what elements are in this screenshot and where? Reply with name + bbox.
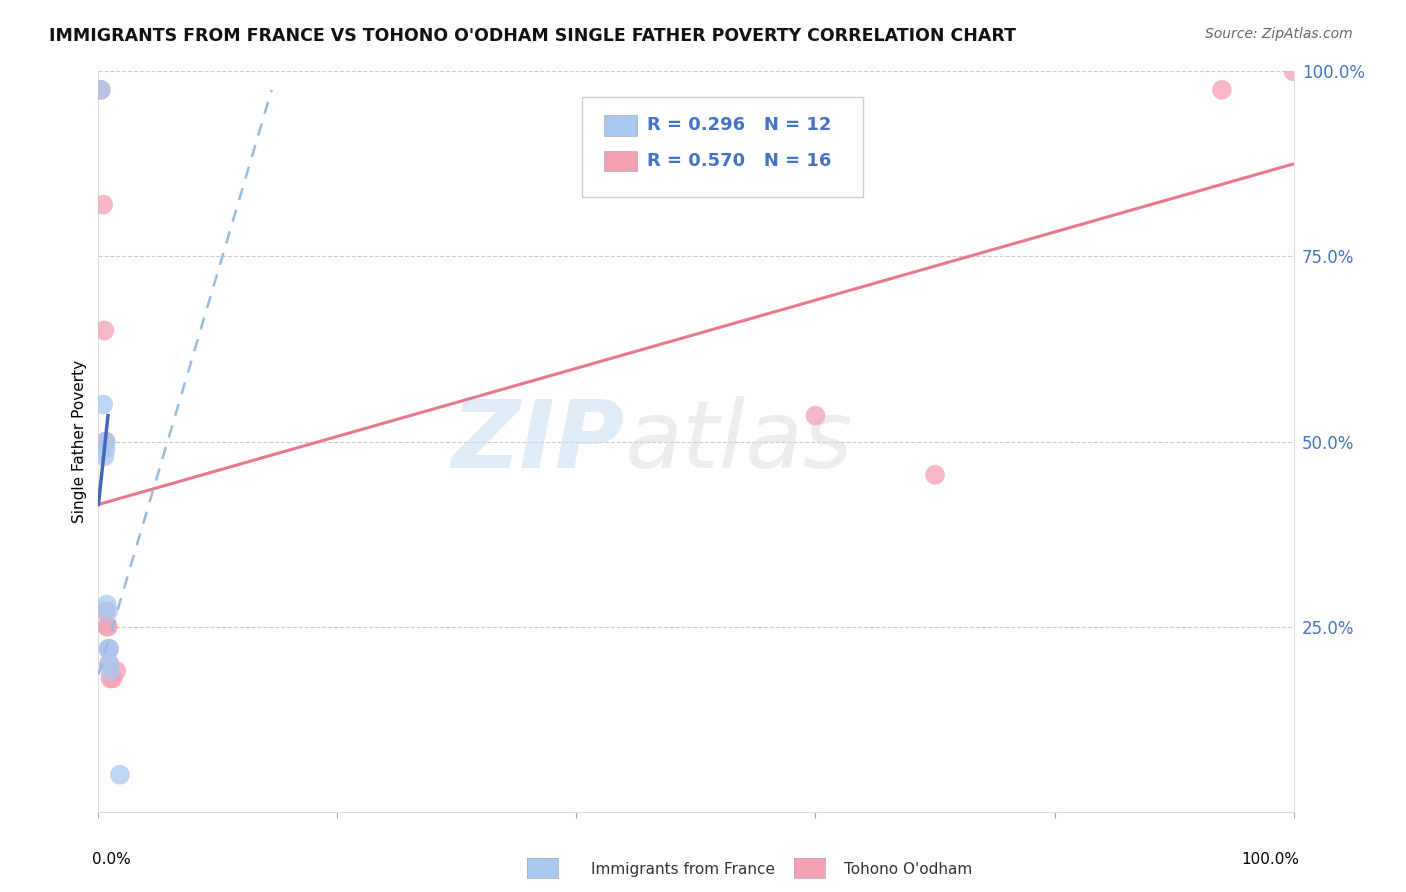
Text: R = 0.570   N = 16: R = 0.570 N = 16	[647, 152, 831, 170]
Text: Source: ZipAtlas.com: Source: ZipAtlas.com	[1205, 27, 1353, 41]
Point	[98, 672, 122, 686]
Text: 100.0%: 100.0%	[1241, 853, 1299, 867]
Point	[924, 467, 946, 482]
Text: Tohono O'odham: Tohono O'odham	[844, 863, 972, 877]
Point	[96, 619, 118, 633]
FancyBboxPatch shape	[582, 97, 863, 197]
Text: Immigrants from France: Immigrants from France	[591, 863, 775, 877]
Point	[96, 598, 118, 612]
Point	[804, 409, 827, 423]
Point	[108, 767, 131, 781]
Text: ZIP: ZIP	[451, 395, 624, 488]
Point	[94, 442, 117, 456]
Point	[90, 83, 112, 97]
Y-axis label: Single Father Poverty: Single Father Poverty	[72, 360, 87, 523]
Point	[93, 450, 115, 464]
Point	[98, 657, 121, 671]
Point	[98, 641, 121, 656]
Point	[94, 605, 117, 619]
Point	[90, 83, 112, 97]
Point	[97, 619, 120, 633]
Text: R = 0.296   N = 12: R = 0.296 N = 12	[647, 117, 831, 135]
Text: IMMIGRANTS FROM FRANCE VS TOHONO O'ODHAM SINGLE FATHER POVERTY CORRELATION CHART: IMMIGRANTS FROM FRANCE VS TOHONO O'ODHAM…	[49, 27, 1017, 45]
Point	[98, 641, 121, 656]
Point	[94, 434, 117, 449]
Text: 0.0%: 0.0%	[93, 853, 131, 867]
Point	[97, 641, 120, 656]
Text: atlas: atlas	[624, 396, 852, 487]
Point	[97, 605, 120, 619]
Point	[94, 434, 117, 449]
FancyBboxPatch shape	[605, 151, 637, 171]
Point	[98, 664, 122, 678]
Point	[1282, 64, 1305, 78]
Point	[98, 657, 121, 671]
Point	[1211, 83, 1233, 97]
Point	[93, 324, 115, 338]
Point	[105, 664, 128, 678]
FancyBboxPatch shape	[605, 115, 637, 136]
Point	[101, 672, 124, 686]
Point	[91, 197, 114, 211]
Point	[91, 398, 114, 412]
